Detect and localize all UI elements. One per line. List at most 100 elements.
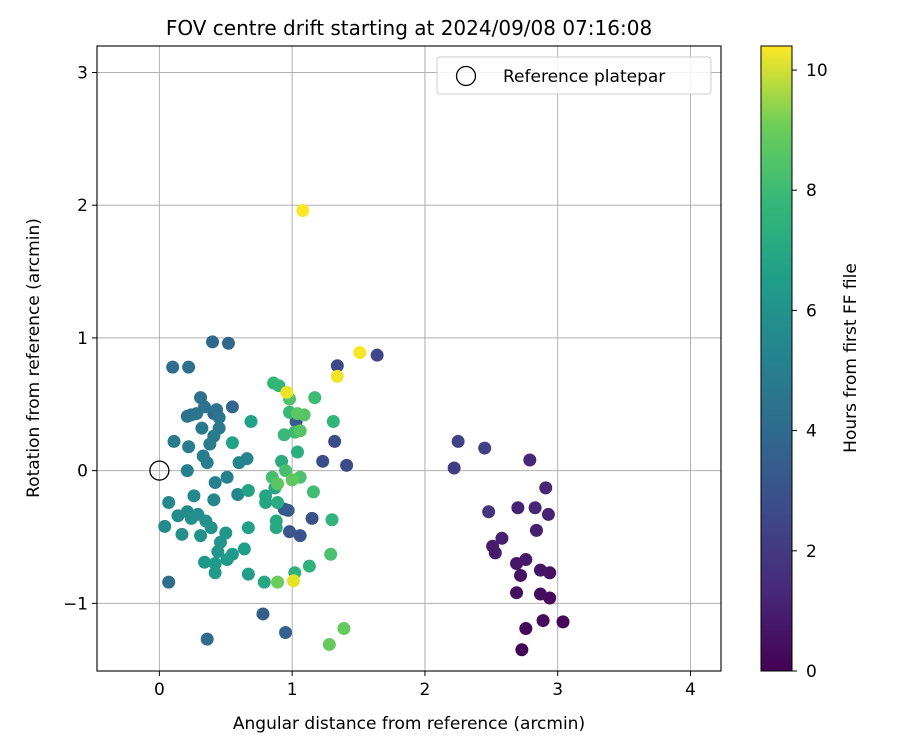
data-point xyxy=(207,493,221,507)
legend-label: Reference platepar xyxy=(503,67,665,87)
data-point xyxy=(194,529,208,543)
grid xyxy=(97,46,721,671)
data-point xyxy=(285,473,299,487)
data-point xyxy=(256,607,270,621)
data-point xyxy=(283,525,297,539)
data-point xyxy=(308,391,322,405)
data-point xyxy=(225,436,239,450)
colorbar-tick-label: 2 xyxy=(806,542,817,562)
colorbar-tick-label: 6 xyxy=(806,301,817,321)
data-point xyxy=(198,555,212,569)
colorbar-tick-label: 0 xyxy=(806,662,817,682)
data-point xyxy=(511,501,525,515)
data-point xyxy=(528,501,542,515)
data-point xyxy=(158,519,172,533)
y-tick-label: 3 xyxy=(77,64,88,84)
data-point xyxy=(279,464,293,478)
colorbar-tick-label: 4 xyxy=(806,422,817,442)
data-point xyxy=(478,441,492,455)
data-point xyxy=(519,553,533,567)
data-point xyxy=(208,566,222,580)
data-point xyxy=(259,495,273,509)
data-point xyxy=(221,336,235,350)
data-point xyxy=(293,529,307,543)
data-point xyxy=(200,632,214,646)
x-axis-ticks: 0 1 2 3 4 xyxy=(154,671,696,700)
data-point xyxy=(519,622,533,636)
data-point xyxy=(241,567,255,581)
data-point xyxy=(486,539,500,553)
data-point xyxy=(296,204,310,218)
data-point xyxy=(187,489,201,503)
data-point xyxy=(175,527,189,541)
data-point xyxy=(240,452,254,466)
colorbar: 0 2 4 6 8 10 Hours from first FF file xyxy=(760,45,861,682)
data-point xyxy=(541,507,555,521)
data-points xyxy=(158,204,570,657)
data-point xyxy=(539,481,553,495)
data-point xyxy=(330,369,344,383)
colorbar-label: Hours from first FF file xyxy=(841,263,861,453)
x-tick-label: 1 xyxy=(287,680,298,700)
data-point xyxy=(212,411,226,425)
data-point xyxy=(219,526,233,540)
data-point xyxy=(271,575,285,589)
x-tick-label: 0 xyxy=(154,680,165,700)
colorbar-ticks: 0 2 4 6 8 10 xyxy=(792,61,828,682)
data-point xyxy=(290,407,304,421)
data-point xyxy=(322,637,336,651)
x-axis-label: Angular distance from reference (arcmin) xyxy=(233,714,585,734)
data-point xyxy=(182,440,196,454)
plot-frame xyxy=(96,45,722,672)
x-tick-label: 2 xyxy=(420,680,431,700)
data-point xyxy=(325,513,339,527)
data-point xyxy=(495,531,509,545)
reference-marker xyxy=(149,460,170,481)
data-point xyxy=(271,495,285,509)
data-point xyxy=(277,428,291,442)
data-point xyxy=(536,614,550,628)
data-point xyxy=(167,434,181,448)
data-point xyxy=(180,464,194,478)
data-point xyxy=(237,542,251,556)
data-point xyxy=(482,505,496,519)
y-tick-label: 2 xyxy=(77,196,88,216)
data-point xyxy=(324,547,338,561)
data-point xyxy=(293,424,307,438)
data-point xyxy=(316,454,330,468)
data-point xyxy=(451,434,465,448)
data-point xyxy=(220,470,234,484)
data-point xyxy=(353,346,367,360)
colorbar-gradient xyxy=(760,45,793,672)
data-point xyxy=(182,360,196,374)
data-point xyxy=(225,400,239,414)
data-point xyxy=(195,421,209,435)
data-point xyxy=(533,563,547,577)
data-point xyxy=(306,485,320,499)
y-axis-ticks: −1 0 1 2 3 xyxy=(63,64,97,614)
data-point xyxy=(533,587,547,601)
data-point xyxy=(281,503,295,517)
data-point xyxy=(208,476,222,490)
data-point xyxy=(447,461,461,475)
data-point xyxy=(190,407,204,421)
data-point xyxy=(370,348,384,362)
data-point xyxy=(510,586,524,600)
reference-platepar-marker xyxy=(149,460,170,481)
data-point xyxy=(515,643,529,657)
data-point xyxy=(204,521,218,535)
data-point xyxy=(271,477,285,491)
data-point xyxy=(206,335,220,349)
data-point xyxy=(290,445,304,459)
x-tick-label: 4 xyxy=(685,680,696,700)
x-tick-label: 3 xyxy=(552,680,563,700)
data-point xyxy=(166,360,180,374)
chart-title: FOV centre drift starting at 2024/09/08 … xyxy=(166,16,652,40)
data-point xyxy=(203,437,217,451)
data-point xyxy=(326,415,340,429)
y-axis-label: Rotation from reference (arcmin) xyxy=(24,218,44,498)
data-point xyxy=(302,559,316,573)
data-point xyxy=(241,521,255,535)
data-point xyxy=(200,456,214,470)
